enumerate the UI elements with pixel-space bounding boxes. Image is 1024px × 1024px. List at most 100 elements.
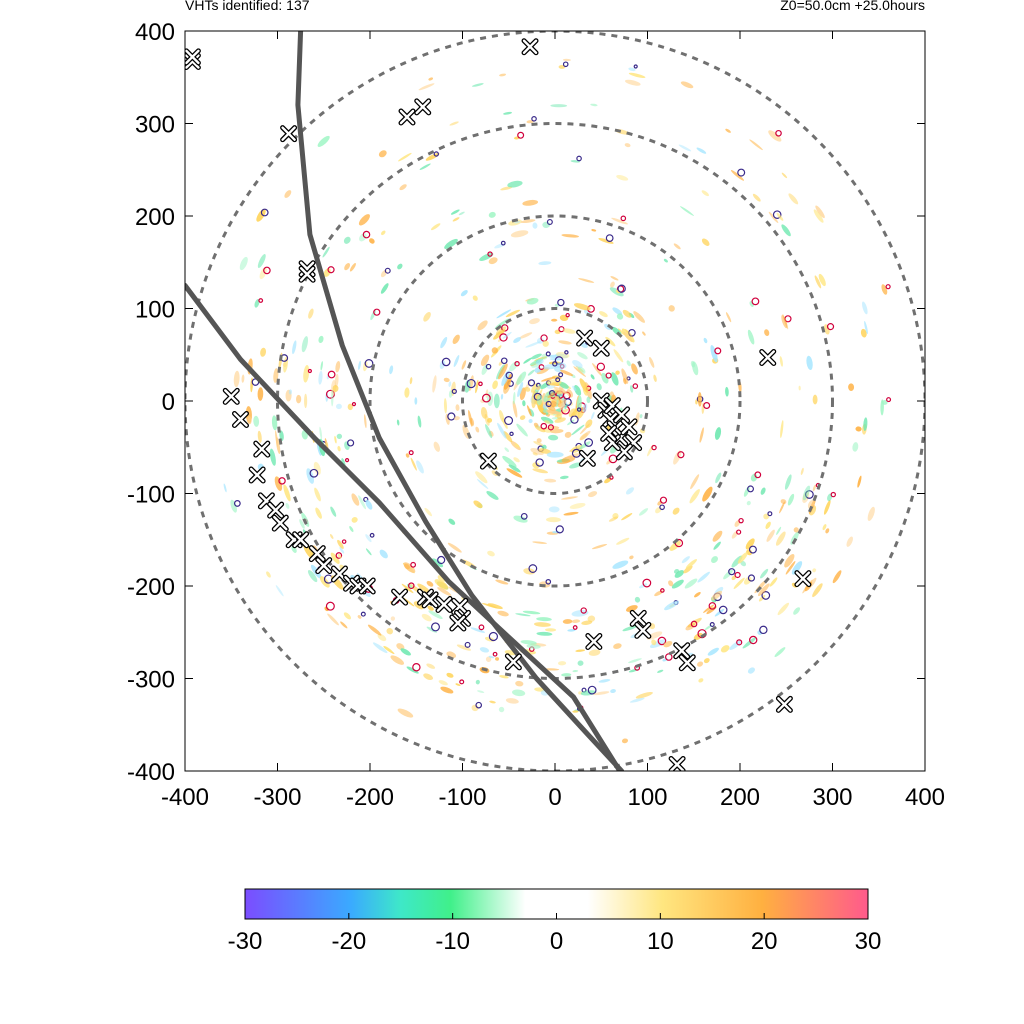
vorticity-contour [546,218,553,225]
vorticity-contour [545,578,552,585]
field-blob [475,471,488,484]
field-blob [327,613,339,626]
field-blob [678,144,692,152]
field-blob [475,426,480,433]
field-blob [398,152,412,162]
vorticity-contour [475,701,483,709]
vorticity-contour [690,620,698,628]
field-blob [628,67,636,72]
field-blob [380,283,389,294]
vht-marker [600,424,618,442]
vorticity-contour [767,511,773,517]
y-tick-label: 200 [135,204,175,231]
field-blob [335,361,341,373]
field-blob [331,390,334,407]
field-blob [814,275,822,289]
field-blob [862,301,868,315]
field-blob [621,368,629,384]
field-blob [414,397,418,405]
field-blob [628,72,646,79]
field-blob [546,451,564,458]
field-blob [359,233,367,242]
field-blob [674,570,685,578]
vorticity-contour [642,578,652,588]
vorticity-contour [545,351,551,357]
field-blob [848,383,855,391]
field-blob [453,354,460,368]
vorticity-contour [531,115,537,122]
field-blob [610,281,615,288]
field-blob [567,628,576,632]
field-blob [523,568,536,575]
field-blob [730,170,745,181]
field-blob [712,530,723,542]
vorticity-contour [572,625,578,630]
vorticity-contour [327,370,336,379]
field-blob [449,121,459,126]
field-blob [591,229,597,232]
field-blob [503,111,513,115]
field-blob [405,453,410,458]
vht-marker [613,406,631,424]
vht-marker [414,98,432,116]
field-blob [802,485,811,501]
vorticity-contour [478,381,483,387]
field-blob [514,443,520,448]
field-blob [320,361,323,371]
field-blob [515,613,531,617]
field-blob [763,513,770,520]
vorticity-contour [657,636,667,646]
field-blob [832,570,842,584]
field-blob [604,323,612,331]
field-blob [610,276,619,281]
vht-marker [315,557,333,575]
field-blob [779,356,783,367]
vorticity-contour [555,377,561,383]
field-blob [489,700,496,704]
vht-marker [668,756,686,771]
field-blob [562,328,576,334]
field-blob [416,460,424,474]
field-blob [230,499,237,513]
vorticity-contour [408,450,414,456]
x-tick-label: 100 [627,784,667,811]
field-blob [554,389,563,394]
field-blob [625,487,635,495]
field-blob [522,610,541,615]
field-blob [266,571,271,578]
field-blob [381,230,386,236]
field-blob [690,474,700,490]
field-blob [479,647,490,653]
vorticity-contour [478,624,485,631]
field-blob [538,261,552,266]
vorticity-contour [410,561,417,568]
field-blob [561,496,578,500]
field-blob [443,377,450,383]
vorticity-contour [885,284,891,290]
field-blob [697,392,702,407]
field-blob [283,484,291,502]
field-blob [550,104,568,108]
field-blob [323,268,331,277]
field-blob [513,515,528,523]
vorticity-contour [307,368,312,374]
field-blob [572,670,579,673]
field-blob [698,678,704,683]
field-blob [585,419,593,428]
vorticity-contour [734,571,741,579]
vorticity-contour [754,471,762,479]
vht-marker [308,545,326,563]
colorbar-ticks: -30 -20 -10 0 10 20 30 [228,913,881,955]
field-blob [711,556,718,564]
vorticity-contour [481,393,491,403]
field-blob [292,340,297,355]
field-blob [399,184,407,191]
y-tick-label: 0 [162,389,175,416]
field-blob [504,447,510,452]
vorticity-contour [335,552,343,559]
field-blob [505,698,519,704]
field-blob [562,58,571,62]
storm-track [185,282,623,771]
field-blob [725,312,732,323]
